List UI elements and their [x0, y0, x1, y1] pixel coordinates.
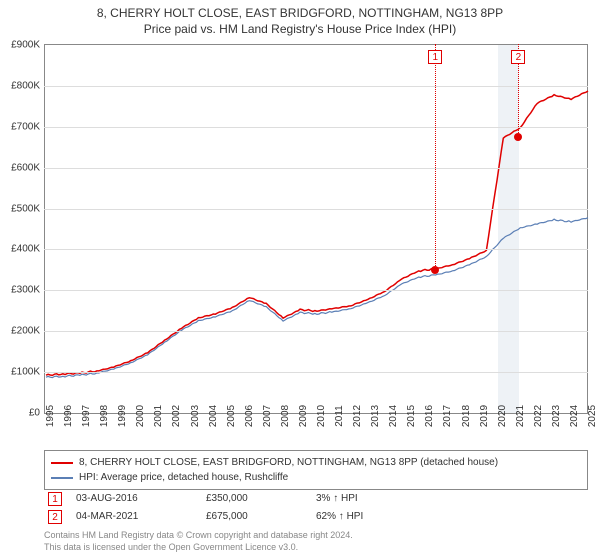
transaction-row: 2 04-MAR-2021£675,00062% ↑ HPI [44, 508, 588, 526]
chart-title: 8, CHERRY HOLT CLOSE, EAST BRIDGFORD, NO… [0, 0, 600, 22]
transaction-date: 04-MAR-2021 [76, 508, 206, 526]
x-axis-tick-label: 2015 [406, 405, 417, 427]
x-axis-tick-label: 2017 [442, 405, 453, 427]
x-axis-tick-label: 2021 [515, 405, 526, 427]
transaction-row: 1 03-AUG-2016£350,0003% ↑ HPI [44, 490, 588, 508]
chart-plot-area [44, 44, 588, 414]
y-axis-tick-label: £400K [11, 244, 40, 255]
x-axis-tick-label: 2011 [334, 405, 345, 427]
marker-vline [435, 44, 436, 270]
y-axis-tick-label: £900K [11, 40, 40, 51]
x-axis-tick-label: 2014 [388, 405, 399, 427]
x-axis-tick-label: 1996 [63, 405, 74, 427]
gridline [44, 290, 588, 291]
x-axis-tick-label: 2019 [479, 405, 490, 427]
x-axis-tick-label: 2023 [551, 405, 562, 427]
gridline [44, 209, 588, 210]
legend-row: 8, CHERRY HOLT CLOSE, EAST BRIDGFORD, NO… [51, 455, 581, 470]
x-axis-tick-label: 2010 [316, 405, 327, 427]
transaction-pct: 3% ↑ HPI [316, 490, 358, 508]
footer-line2: This data is licensed under the Open Gov… [44, 542, 353, 554]
gridline [44, 249, 588, 250]
legend-label: HPI: Average price, detached house, Rush… [79, 470, 288, 485]
x-axis-tick-label: 2000 [135, 405, 146, 427]
x-axis-tick-label: 2005 [226, 405, 237, 427]
legend-box: 8, CHERRY HOLT CLOSE, EAST BRIDGFORD, NO… [44, 450, 588, 490]
x-axis-tick-label: 2013 [370, 405, 381, 427]
legend-label: 8, CHERRY HOLT CLOSE, EAST BRIDGFORD, NO… [79, 455, 498, 470]
x-axis-tick-label: 2024 [569, 405, 580, 427]
legend-swatch [51, 462, 73, 464]
x-axis-tick-label: 2009 [298, 405, 309, 427]
y-axis-tick-label: £500K [11, 203, 40, 214]
y-axis-tick-label: £600K [11, 162, 40, 173]
x-axis-tick-label: 1997 [81, 405, 92, 427]
gridline [44, 168, 588, 169]
x-axis-tick-label: 2001 [153, 405, 164, 427]
x-axis-tick-label: 2012 [352, 405, 363, 427]
transaction-price: £675,000 [206, 508, 316, 526]
x-axis-tick-label: 2008 [280, 405, 291, 427]
marker-label: 2 [511, 50, 525, 64]
y-axis-tick-label: £0 [29, 408, 40, 419]
gridline [44, 127, 588, 128]
x-axis-tick-label: 2016 [424, 405, 435, 427]
chart-lines-svg [45, 45, 589, 415]
series-line [46, 218, 588, 378]
x-axis-tick-label: 2002 [171, 405, 182, 427]
x-axis-tick-label: 2020 [497, 405, 508, 427]
x-axis-tick-label: 2025 [587, 405, 598, 427]
transactions-table: 1 03-AUG-2016£350,0003% ↑ HPI 2 04-MAR-2021… [44, 490, 588, 526]
y-axis-tick-label: £200K [11, 326, 40, 337]
chart-subtitle: Price paid vs. HM Land Registry's House … [0, 22, 600, 40]
marker-dot [514, 133, 522, 141]
x-axis-tick-label: 1995 [45, 405, 56, 427]
y-axis-tick-label: £100K [11, 367, 40, 378]
x-axis-tick-label: 2022 [533, 405, 544, 427]
y-axis-tick-label: £800K [11, 80, 40, 91]
footer-line1: Contains HM Land Registry data © Crown c… [44, 530, 353, 542]
transaction-marker-num: 2 [48, 510, 62, 524]
x-axis-tick-label: 1999 [117, 405, 128, 427]
x-axis-tick-label: 2004 [208, 405, 219, 427]
legend-row: HPI: Average price, detached house, Rush… [51, 470, 581, 485]
marker-label: 1 [428, 50, 442, 64]
transaction-price: £350,000 [206, 490, 316, 508]
x-axis-tick-label: 2006 [244, 405, 255, 427]
gridline [44, 86, 588, 87]
transaction-date: 03-AUG-2016 [76, 490, 206, 508]
gridline [44, 331, 588, 332]
series-line [46, 91, 588, 375]
footer-attribution: Contains HM Land Registry data © Crown c… [44, 530, 353, 553]
marker-dot [431, 266, 439, 274]
legend-swatch [51, 477, 73, 479]
y-axis-tick-label: £300K [11, 285, 40, 296]
x-axis-tick-label: 2018 [461, 405, 472, 427]
transaction-pct: 62% ↑ HPI [316, 508, 363, 526]
gridline [44, 372, 588, 373]
x-axis-tick-label: 2007 [262, 405, 273, 427]
transaction-marker-num: 1 [48, 492, 62, 506]
x-axis-tick-label: 1998 [99, 405, 110, 427]
y-axis-tick-label: £700K [11, 121, 40, 132]
x-axis-tick-label: 2003 [190, 405, 201, 427]
